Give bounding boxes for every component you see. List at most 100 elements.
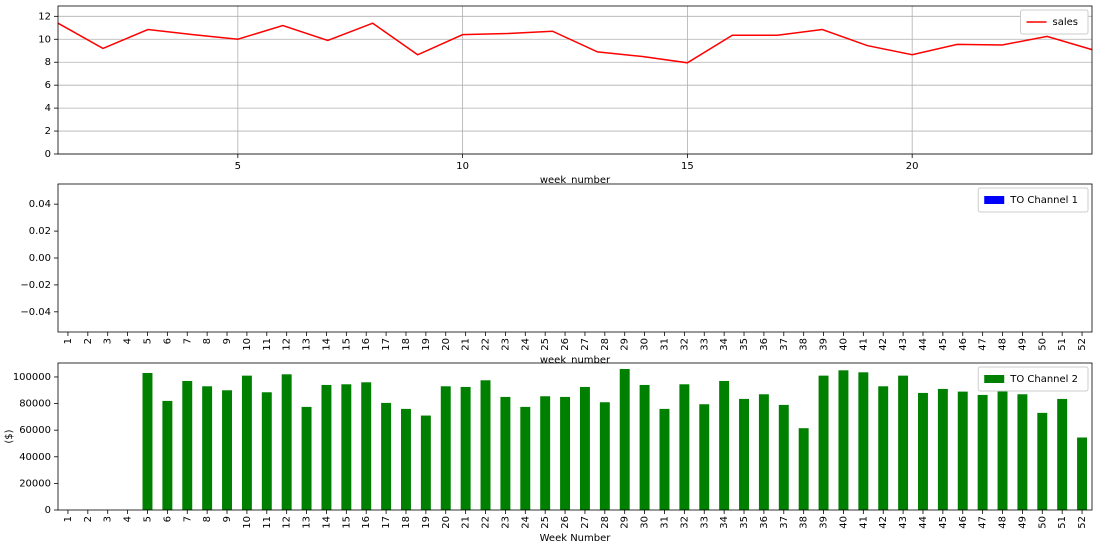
y-tick-label: 6 [45, 80, 51, 91]
bar [818, 375, 829, 510]
legend-frame [977, 366, 1089, 392]
x-tick-label: 51 [1057, 338, 1068, 351]
bar [301, 406, 312, 510]
x-tick-label: 20 [441, 516, 452, 529]
bar [321, 384, 332, 510]
bar [937, 388, 948, 510]
bar [997, 386, 1008, 510]
legend-frame [1020, 9, 1089, 35]
bar [898, 375, 909, 510]
y-tick-label: 0.04 [29, 199, 51, 210]
x-tick-label: 17 [381, 338, 392, 351]
x-tick-label: 7 [182, 516, 193, 522]
x-tick-label: 2 [83, 338, 94, 344]
x-tick-label: 31 [659, 338, 670, 351]
x-tick-label: 5 [142, 338, 153, 344]
x-tick-label: 4 [123, 338, 134, 344]
x-tick-label: 46 [958, 516, 969, 529]
bar [560, 396, 571, 510]
bar [281, 374, 292, 510]
x-tick-label: 48 [998, 516, 1009, 529]
x-tick-label: 37 [779, 338, 790, 351]
x-tick-label: 19 [421, 338, 432, 351]
x-tick-label: 14 [321, 516, 332, 529]
x-tick-label: 23 [500, 338, 511, 351]
x-tick-label: 35 [739, 516, 750, 529]
bar [1077, 437, 1088, 510]
x-tick-label: 32 [679, 338, 690, 351]
bar [1037, 412, 1048, 510]
x-tick-label: 24 [520, 516, 531, 529]
axes-frame [57, 5, 1093, 155]
axes-frame [57, 362, 1093, 511]
x-tick-label: 47 [978, 338, 989, 351]
x-tick-label: 46 [958, 338, 969, 351]
bar [1017, 394, 1028, 510]
x-tick-label: 13 [302, 338, 313, 351]
bar [918, 392, 928, 510]
x-tick-label: 17 [381, 516, 392, 529]
x-tick-label: 48 [998, 338, 1009, 351]
bar [440, 386, 451, 510]
bar [460, 386, 471, 510]
legend-swatch [984, 196, 1005, 204]
y-tick-label: 8 [45, 57, 51, 68]
x-tick-label: 3 [103, 516, 114, 522]
x-tick-label: 11 [262, 516, 273, 529]
x-tick-label: 8 [202, 516, 213, 522]
plot-area [58, 363, 1092, 510]
legend: sales [1020, 9, 1089, 35]
x-tick-label: 31 [659, 516, 670, 529]
y-axis-label: ($) [4, 429, 15, 443]
x-tick-label: 4 [123, 516, 134, 522]
x-tick-label: 29 [620, 516, 631, 529]
bar [241, 375, 252, 510]
x-tick-label: 38 [799, 516, 810, 529]
bar [977, 394, 988, 510]
bar [758, 394, 769, 510]
x-tick-label: 19 [421, 516, 432, 529]
x-tick-label: 27 [580, 516, 591, 529]
x-tick-label: 43 [898, 516, 909, 529]
subplot: 0 2 4 6 8 10 12 5 10 15 20 week_number sales [38, 5, 1093, 186]
x-tick-label: 22 [481, 338, 492, 351]
x-tick-label: 8 [202, 338, 213, 344]
bar [520, 406, 531, 510]
bar [719, 380, 730, 510]
x-tick-label: 40 [838, 338, 849, 351]
bar [679, 384, 690, 510]
x-tick-label: 10 [456, 161, 469, 172]
plot-area [58, 184, 1092, 332]
x-tick-label: 18 [401, 516, 412, 529]
x-tick-label: 10 [242, 338, 253, 351]
x-tick-label: 28 [600, 516, 611, 529]
x-tick-label: 16 [361, 516, 372, 529]
x-tick-label: 44 [918, 338, 929, 351]
x-tick-label: 39 [819, 338, 830, 351]
x-tick-label: 52 [1077, 516, 1088, 529]
bar [579, 386, 590, 510]
bar [838, 370, 849, 510]
x-tick-label: 10 [242, 516, 253, 529]
axes-frame [57, 183, 1093, 333]
x-tick-label: 15 [341, 338, 352, 351]
x-tick-label: 36 [759, 516, 770, 529]
y-tick-label: 12 [38, 11, 51, 22]
x-tick-label: 30 [640, 338, 651, 351]
x-tick-label: 6 [162, 516, 173, 522]
x-tick-label: 6 [162, 338, 173, 344]
bar [739, 398, 749, 510]
x-tick-label: 29 [620, 338, 631, 351]
x-tick-label: 25 [540, 516, 551, 529]
x-tick-label: 47 [978, 516, 989, 529]
bar [182, 380, 193, 510]
x-tick-label: 30 [640, 516, 651, 529]
x-tick-label: 20 [906, 161, 919, 172]
x-tick-label: 49 [1017, 516, 1028, 529]
bar [619, 368, 630, 510]
x-tick-label: 13 [302, 516, 313, 529]
x-tick-label: 39 [819, 516, 830, 529]
line-series [57, 22, 1093, 64]
